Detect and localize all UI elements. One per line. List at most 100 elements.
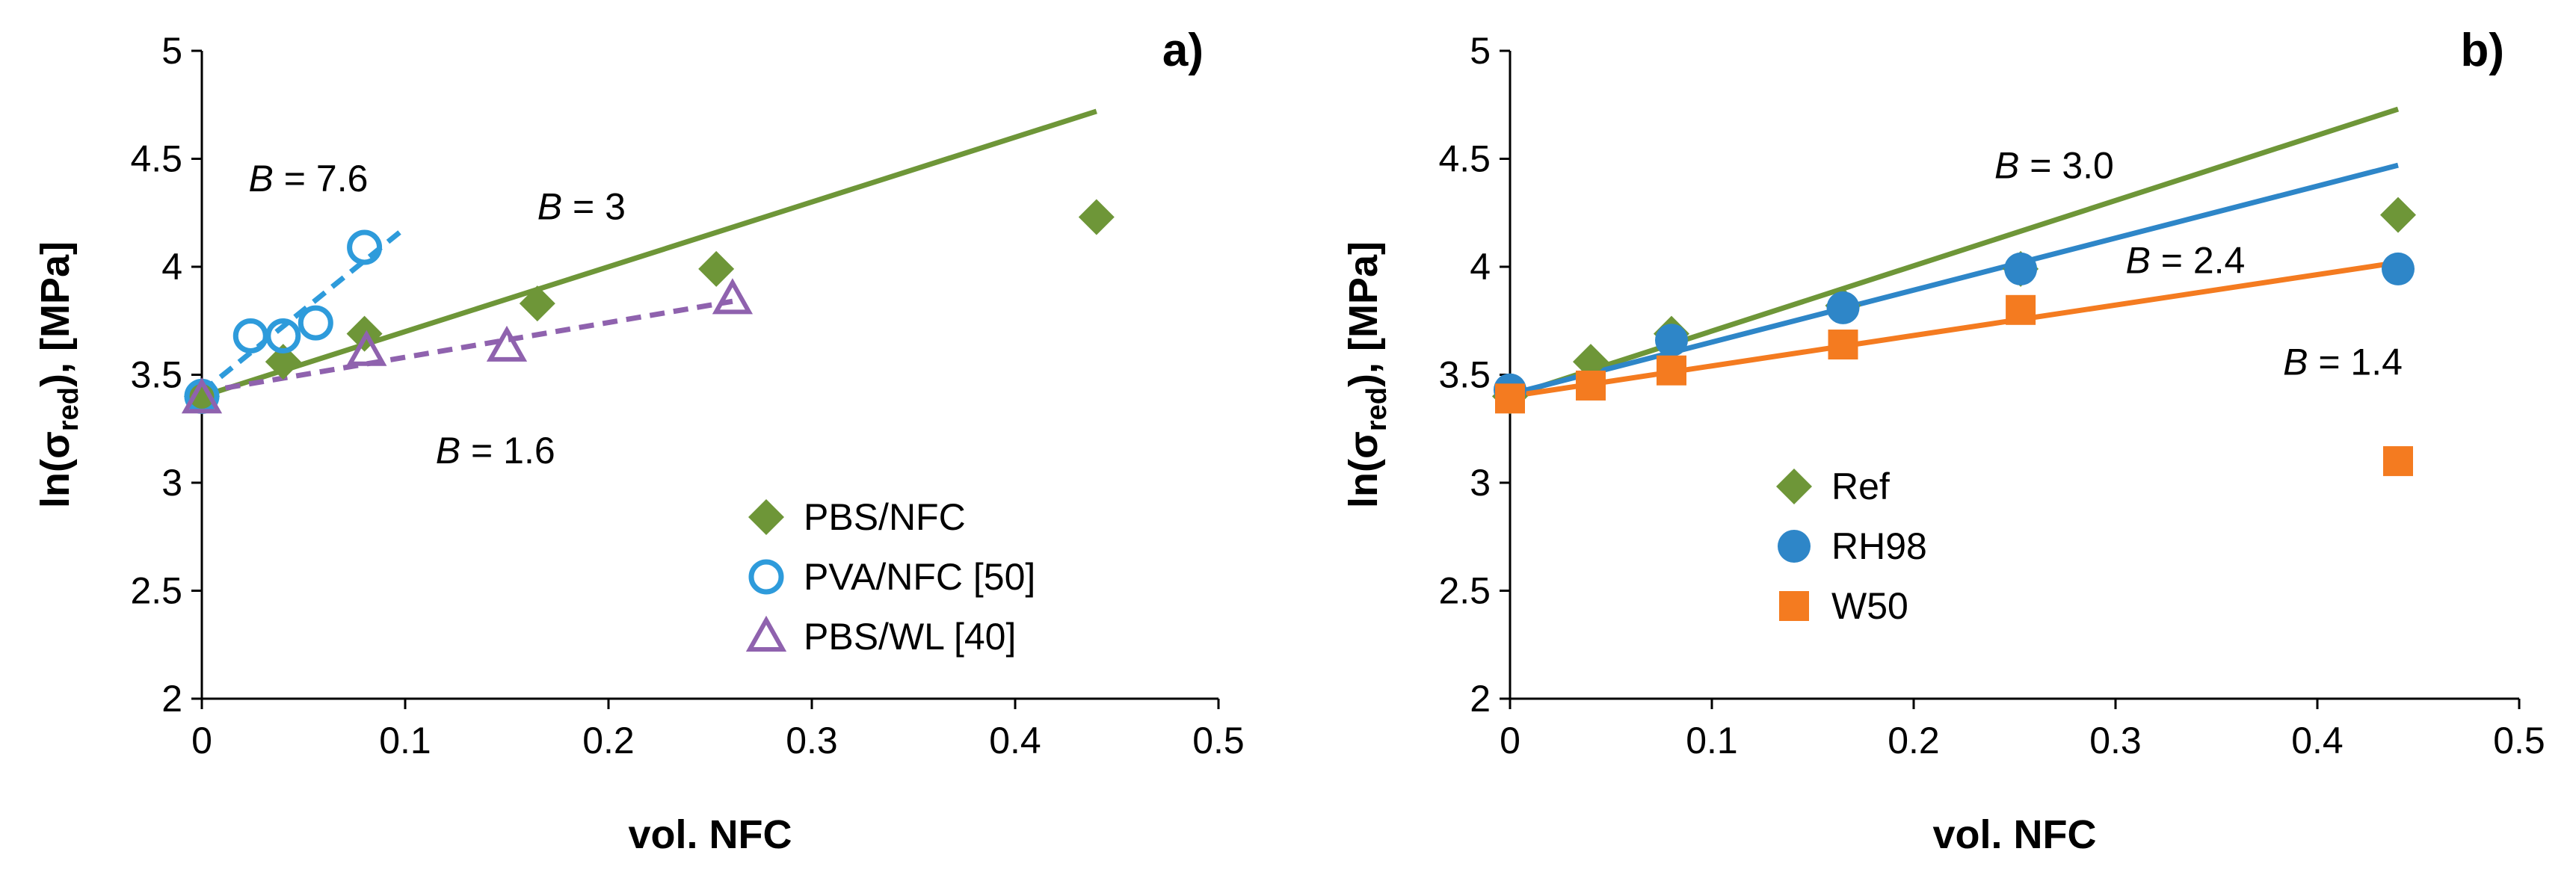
slope-annotation: B = 2.4 <box>2126 240 2246 282</box>
y-tick-label: 5 <box>1470 30 1491 72</box>
legend-marker-pva-nfc-50 <box>748 559 784 595</box>
y-axis-title-sub: red <box>53 387 84 431</box>
y-tick-label: 3.5 <box>130 354 182 396</box>
y-axis-title-tail: ), [MPa] <box>33 241 78 387</box>
data-point-w50 <box>2006 294 2036 325</box>
data-point-rh98 <box>1655 324 1688 357</box>
legend-marker-w50 <box>1779 591 1809 621</box>
fit-line-ref <box>1509 106 2400 399</box>
slope-annotation-value: = 2.4 <box>2151 240 2246 282</box>
panel-label: a) <box>1162 25 1204 76</box>
y-tick-label: 3 <box>161 462 182 504</box>
y-axis-title-tail: ), [MPa] <box>1341 241 1386 387</box>
y-tick-label: 4 <box>161 246 182 288</box>
x-tick-label: 0.5 <box>2493 720 2545 761</box>
data-point-pbs-wl-40 <box>712 278 754 315</box>
x-tick-label: 0.2 <box>582 720 635 761</box>
data-point-pbs-wl-40 <box>486 325 528 362</box>
data-point-w50 <box>1828 330 1858 360</box>
panel-label: b) <box>2460 25 2504 76</box>
x-tick-label: 0.1 <box>1686 720 1738 761</box>
x-tick-label: 0 <box>191 720 212 761</box>
x-tick-label: 0.5 <box>1192 720 1245 761</box>
data-point-pbs-nfc <box>698 250 735 287</box>
data-point-pva-nfc-50 <box>298 305 333 341</box>
legend-label-pbs-nfc: PBS/NFC <box>804 496 966 538</box>
data-point-pbs-nfc <box>265 344 301 380</box>
data-point-ref <box>2380 197 2416 233</box>
data-point-pva-nfc-50 <box>265 318 301 353</box>
y-axis-title-sub: red <box>1361 387 1393 431</box>
slope-annotation-value: = 1.4 <box>2308 341 2403 383</box>
data-point-pbs-nfc <box>1078 199 1115 235</box>
y-tick-label: 2 <box>1470 678 1491 720</box>
slope-annotation-value: = 3.0 <box>2019 145 2114 187</box>
slope-annotation-symbol: B <box>2126 240 2151 282</box>
data-point-rh98 <box>1826 291 1860 324</box>
y-axis-title-main: ln(σ <box>1341 431 1386 508</box>
slope-annotation: B = 1.4 <box>2283 341 2403 383</box>
data-point-w50 <box>1495 383 1525 414</box>
legend-label-w50: W50 <box>1831 585 1908 627</box>
data-point-pbs-nfc <box>519 285 555 322</box>
data-point-pva-nfc-50 <box>232 318 268 353</box>
x-tick-label: 0.3 <box>786 720 838 761</box>
legend-marker-ref <box>1776 469 1812 504</box>
slope-annotation-symbol: B <box>1994 145 2019 187</box>
data-point-rh98 <box>2382 252 2415 285</box>
y-axis-title-main: ln(σ <box>33 431 78 508</box>
y-tick-label: 4.5 <box>130 138 182 180</box>
x-tick-label: 0.4 <box>2291 720 2344 761</box>
chart-panel-a: 2 2.5 3 3.5 4 4.5 5 0 0.1 0.2 0.3 0.4 0.5 vol. NFC ln(… <box>33 25 1245 857</box>
data-point-pbs-wl-40 <box>346 330 387 366</box>
data-point-pva-nfc-50 <box>347 229 383 265</box>
y-tick-label: 2 <box>161 678 182 720</box>
x-axis-title: vol. NFC <box>1932 812 2096 857</box>
slope-annotation-value: = 3 <box>562 185 626 227</box>
fit-line-pbs-nfc <box>200 108 1097 399</box>
legend: PBS/NFC PVA/NFC [50] PBS/WL [40] <box>745 496 1035 658</box>
slope-annotation-symbol: B <box>249 158 274 200</box>
y-tick-label: 5 <box>161 30 182 72</box>
x-axis-title: vol. NFC <box>628 812 792 857</box>
slope-annotation: B = 7.6 <box>249 158 369 200</box>
y-tick-label: 4 <box>1470 246 1491 288</box>
data-point-rh98 <box>2004 252 2038 285</box>
chart-panel-b: 2 2.5 3 3.5 4 4.5 5 0 0.1 0.2 0.3 0.4 0.5 vol. NFC ln(… <box>1341 25 2545 857</box>
y-axis-title: ln(σred), [MPa] <box>1341 241 1393 508</box>
slope-annotation-value: = 1.6 <box>460 430 555 472</box>
legend-marker-pbs-wl-40 <box>745 615 787 652</box>
y-axis-title: ln(σred), [MPa] <box>33 241 84 508</box>
y-tick-label: 2.5 <box>130 570 182 612</box>
fit-line-pva-nfc-50 <box>200 226 407 395</box>
legend-label-pva-nfc-50: PVA/NFC [50] <box>804 556 1035 598</box>
slope-annotation: B = 3.0 <box>1994 145 2114 187</box>
x-tick-label: 0.4 <box>989 720 1041 761</box>
data-point-w50 <box>2383 446 2413 477</box>
slope-annotation-value: = 7.6 <box>274 158 369 200</box>
fit-line-rh98 <box>1509 162 2399 397</box>
x-tick-label: 0.2 <box>1888 720 1940 761</box>
fit-line-pbs-wl-40 <box>201 298 733 395</box>
y-tick-label: 3.5 <box>1438 354 1491 396</box>
slope-annotation-symbol: B <box>537 185 562 227</box>
x-tick-label: 0 <box>1500 720 1520 761</box>
legend-label-rh98: RH98 <box>1831 525 1927 567</box>
data-point-w50 <box>1576 370 1606 401</box>
slope-annotation: B = 1.6 <box>436 430 555 472</box>
y-tick-label: 4.5 <box>1438 138 1491 180</box>
data-point-w50 <box>1657 355 1686 386</box>
y-tick-label: 3 <box>1470 462 1491 504</box>
y-tick-label: 2.5 <box>1438 570 1491 612</box>
slope-annotation: B = 3 <box>537 185 626 227</box>
x-tick-label: 0.3 <box>2089 720 2142 761</box>
slope-annotation-symbol: B <box>2283 341 2308 383</box>
legend-marker-rh98 <box>1778 530 1811 563</box>
legend-label-pbs-wl-40: PBS/WL [40] <box>804 616 1016 658</box>
data-point-pbs-wl-40 <box>181 377 223 414</box>
legend-label-ref: Ref <box>1831 466 1890 507</box>
slope-annotation-symbol: B <box>436 430 460 472</box>
fit-line-w50 <box>1509 259 2399 399</box>
legend: Ref RH98 W50 <box>1776 466 1927 627</box>
